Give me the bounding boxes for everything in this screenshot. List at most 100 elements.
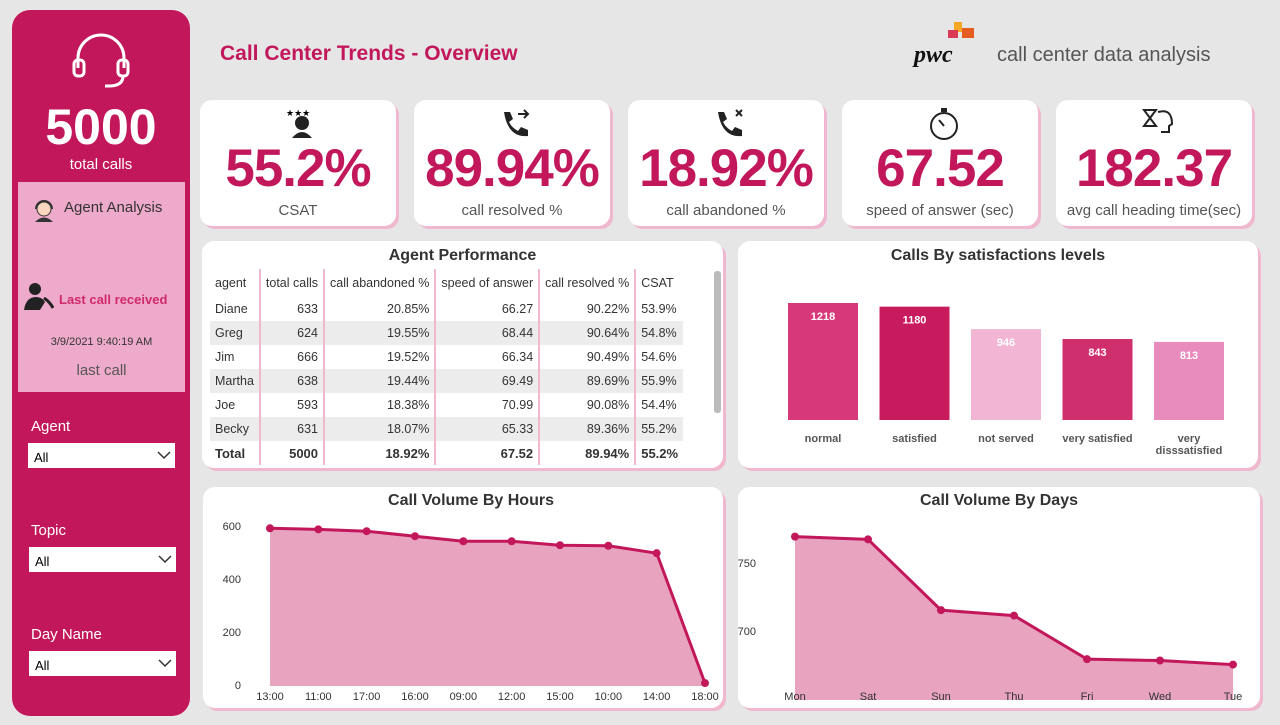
- agent-icon: [35, 200, 53, 222]
- table-cell: Martha: [210, 369, 261, 393]
- table-cell: 69.49: [435, 369, 541, 393]
- point: [314, 525, 323, 534]
- total-cell: 18.92%: [324, 441, 437, 465]
- column-header: speed of answer: [435, 269, 541, 297]
- point: [1010, 611, 1018, 620]
- last-call-label: last call: [76, 362, 127, 379]
- bar: [788, 303, 858, 420]
- x-tick-label: Mon: [784, 691, 805, 703]
- kpi-label: call resolved %: [461, 202, 563, 219]
- x-tick-label: Thu: [1005, 691, 1024, 703]
- kpi-card: 182.37 avg call heading time(sec): [1056, 100, 1252, 226]
- point: [791, 532, 799, 541]
- kpi-card: 67.52 speed of answer (sec): [842, 100, 1038, 226]
- table-cell: 593: [259, 393, 326, 417]
- x-tick-label: Fri: [1081, 691, 1094, 703]
- table-row: Becky 631 18.07% 65.33 89.36% 55.2%: [210, 417, 684, 441]
- total-calls: 5000: [45, 99, 157, 155]
- table-cell: 20.85%: [324, 297, 437, 321]
- table-cell: 68.44: [435, 321, 541, 345]
- table-row: Diane 633 20.85% 66.27 90.22% 53.9%: [210, 297, 683, 321]
- table-cell: 90.49%: [539, 345, 637, 369]
- table-row: Martha 638 19.44% 69.49 89.69% 55.9%: [210, 369, 684, 393]
- scrollbar[interactable]: [714, 271, 721, 413]
- bar: [1062, 339, 1133, 420]
- y-tick-label: 200: [223, 627, 241, 639]
- x-tick-label: Sun: [931, 691, 951, 703]
- y-tick-label: 400: [223, 574, 241, 586]
- table-cell: 70.99: [435, 393, 541, 417]
- point: [556, 541, 564, 550]
- y-tick-label: 750: [738, 558, 756, 570]
- column-header: call resolved %: [539, 269, 637, 297]
- x-tick-label: Sat: [860, 691, 877, 703]
- point: [937, 606, 945, 615]
- y-tick-label: 0: [235, 680, 241, 692]
- x-tick-label: 13:00: [256, 691, 284, 703]
- day-dropdown[interactable]: All: [29, 651, 176, 676]
- chart-title: Calls By satisfactions levels: [891, 247, 1105, 264]
- kpi-label: call abandoned %: [666, 202, 786, 219]
- table-cell: 18.38%: [324, 393, 437, 417]
- kpi-icon: [930, 108, 958, 140]
- data-label: 843: [1088, 347, 1106, 359]
- kpi-value: 18.92%: [639, 139, 814, 198]
- y-tick-label: 700: [738, 626, 756, 638]
- point: [507, 537, 516, 546]
- bar: [971, 329, 1041, 420]
- point: [652, 549, 661, 558]
- area-fill: [270, 528, 705, 686]
- chevron: [158, 555, 172, 564]
- caller-icon: [24, 283, 54, 310]
- total-cell: 55.2%: [641, 445, 679, 461]
- point: [1083, 655, 1091, 664]
- table-cell: 19.44%: [324, 369, 437, 393]
- kpi-value: 182.37: [1075, 139, 1233, 198]
- table-cell: 53.9%: [641, 302, 677, 316]
- category-label: satisfied: [892, 433, 937, 445]
- topic-dropdown[interactable]: All: [29, 547, 176, 572]
- x-tick-label: 12:00: [498, 691, 526, 703]
- table-cell: 633: [259, 297, 326, 321]
- point: [411, 532, 419, 541]
- table-cell: 89.36%: [539, 417, 637, 441]
- last-call-received: Last call received: [59, 292, 168, 307]
- table-cell: 631: [259, 417, 326, 441]
- table-cell: Jim: [210, 345, 261, 369]
- x-tick-label: 15:00: [546, 691, 574, 703]
- dropdown-value: All: [35, 554, 50, 569]
- header-row: agent total calls call abandoned % speed of…: [210, 269, 683, 297]
- data-label: 1180: [903, 315, 927, 327]
- table-cell: Greg: [210, 321, 261, 345]
- x-tick-label: 09:00: [450, 691, 478, 703]
- agent-dropdown[interactable]: All: [28, 443, 175, 468]
- point: [1156, 656, 1164, 665]
- category-label: very disssatisfied: [1155, 433, 1223, 457]
- sidebar: 5000 total calls Agent Analysis Last cal…: [12, 10, 190, 716]
- table-cell: Becky: [210, 417, 261, 441]
- kpi-label: avg call heading time(sec): [1066, 202, 1242, 219]
- table-cell: 54.8%: [641, 326, 677, 340]
- point: [604, 541, 613, 550]
- chart-title: Call Volume By Days: [920, 492, 1078, 509]
- table-cell: 19.55%: [324, 321, 437, 345]
- column-header: total calls: [259, 269, 326, 297]
- total-cell: 67.52: [435, 441, 541, 465]
- agent-box: Agent Analysis Last call received 3/9/20…: [18, 182, 185, 392]
- table-cell: 66.27: [435, 297, 541, 321]
- table-cell: 18.07%: [324, 417, 437, 441]
- table-cell: 65.33: [435, 417, 541, 441]
- point: [362, 527, 371, 536]
- bar: [1154, 341, 1224, 420]
- table-cell: 624: [259, 321, 326, 345]
- svg-text:★★★: ★★★: [286, 108, 310, 118]
- column-header: call abandoned %: [324, 269, 437, 297]
- point: [1229, 660, 1237, 669]
- data-label: 1218: [811, 311, 835, 323]
- kpi-icon: ★★★: [286, 108, 312, 138]
- category-label: not served: [978, 433, 1034, 445]
- x-tick-label: 18:00: [691, 691, 719, 703]
- kpi-label: speed of answer (sec): [866, 202, 1014, 219]
